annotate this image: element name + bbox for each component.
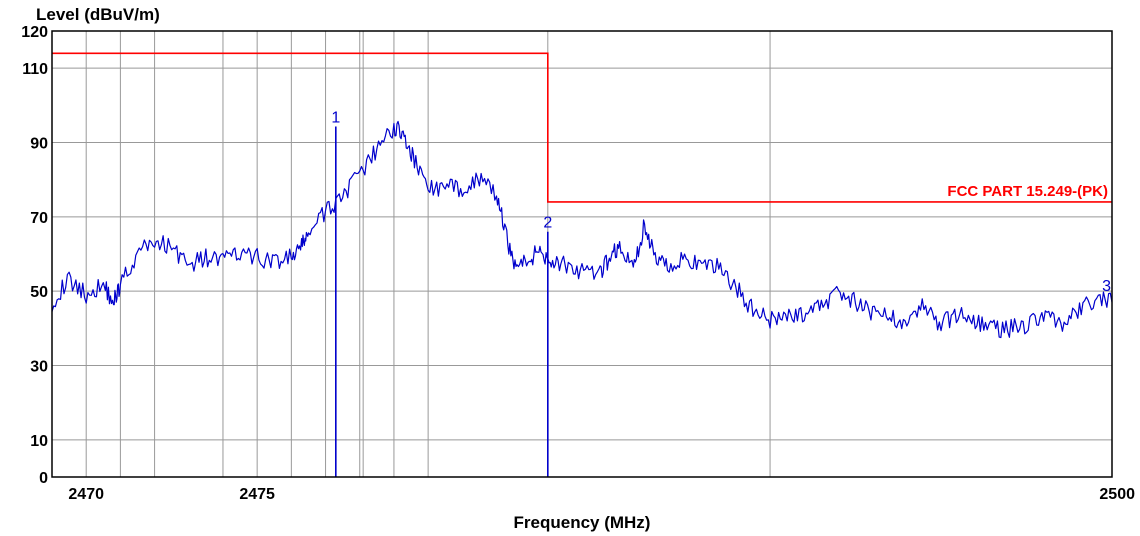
y-axis-ticks: 0 10 30 50 70 90 110 120 <box>21 24 48 487</box>
plot-background <box>52 31 1112 477</box>
marker-label: 2 <box>543 215 552 232</box>
limit-line <box>52 52 1112 203</box>
marker-label: 3 <box>1102 278 1111 295</box>
x-tick-label: 2470 <box>68 486 104 503</box>
y-tick-label: 10 <box>30 433 48 450</box>
y-tick-label: 110 <box>22 61 48 78</box>
y-tick-label: 90 <box>30 136 48 153</box>
y-tick-label: 0 <box>39 470 48 487</box>
limit-line-label: FCC PART 15.249-(PK) <box>947 183 1108 200</box>
y-tick-label: 120 <box>21 24 48 41</box>
markers-group: 1 2 3 <box>331 110 1111 477</box>
y-axis-label: Level (dBuV/m) <box>36 5 160 24</box>
marker-label: 1 <box>331 110 340 127</box>
y-tick-label: 30 <box>30 359 48 376</box>
y-tick-label: 70 <box>30 210 48 227</box>
x-axis-ticks: 2470 2475 2500 <box>68 486 1135 503</box>
trace-line <box>51 120 1113 339</box>
x-axis-label: Frequency (MHz) <box>514 513 651 532</box>
limit-line-group: FCC PART 15.249-(PK) <box>52 52 1112 203</box>
x-tick-label: 2475 <box>239 486 275 503</box>
trace-group <box>51 120 1113 339</box>
plot-frame <box>51 30 1113 478</box>
x-tick-label: 2500 <box>1099 486 1135 503</box>
y-tick-label: 50 <box>30 284 48 301</box>
